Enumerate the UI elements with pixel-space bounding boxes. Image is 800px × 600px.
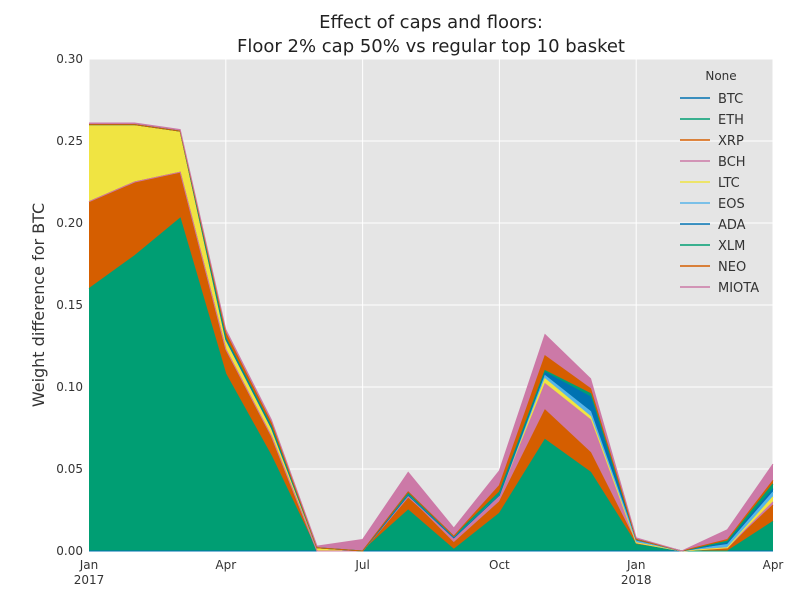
y-tick-label: 0.15	[56, 298, 83, 312]
area-eth	[89, 218, 773, 551]
line-eth	[88, 217, 774, 552]
legend: None BTC ETH XRP BCH LTC EOS ADA XLM NEO MIOTA	[680, 69, 759, 296]
line-neo	[89, 124, 774, 552]
y-tick-label: 0.10	[56, 380, 83, 394]
legend-label-xlm: XLM	[718, 239, 745, 254]
x-tick-label: Oct	[489, 558, 510, 572]
area-lines	[88, 122, 774, 552]
legend-label-ada: ADA	[718, 218, 746, 233]
area-xrp	[89, 172, 773, 551]
y-tick-label: 0.20	[56, 216, 83, 230]
x-tick-label: Jul	[354, 558, 369, 572]
y-tick-label: 0.25	[56, 134, 83, 148]
y-tick-label: 0.00	[56, 544, 83, 558]
legend-label-btc: BTC	[718, 92, 743, 107]
area-bch	[89, 172, 773, 551]
y-ticks: 0.00 0.05 0.10 0.15 0.20 0.25 0.30	[56, 52, 83, 558]
legend-label-neo: NEO	[718, 260, 746, 275]
x-tick-label: Jan	[626, 558, 646, 572]
area-ltc	[89, 124, 773, 551]
legend-label-ltc: LTC	[718, 176, 740, 191]
y-tick-label: 0.05	[56, 462, 83, 476]
legend-label-xrp: XRP	[718, 134, 744, 149]
legend-title: None	[705, 69, 736, 83]
x-tick-label: Jan	[79, 558, 99, 572]
x-tick-year-label: 2017	[74, 573, 105, 587]
x-tick-year-label: 2018	[621, 573, 652, 587]
legend-label-eth: ETH	[718, 113, 744, 128]
legend-label-eos: EOS	[718, 197, 745, 212]
chart-title-line-1: Effect of caps and floors:	[319, 12, 543, 33]
x-tick-label: Apr	[763, 558, 784, 572]
y-tick-label: 0.30	[56, 52, 83, 66]
legend-items: BTC ETH XRP BCH LTC EOS ADA XLM NEO MIOTA	[680, 92, 759, 296]
legend-label-bch: BCH	[718, 155, 746, 170]
legend-label-miota: MIOTA	[718, 281, 759, 296]
y-axis-label: Weight difference for BTC	[29, 203, 48, 407]
chart-title-line-2: Floor 2% cap 50% vs regular top 10 baske…	[237, 36, 625, 57]
line-miota	[89, 122, 774, 552]
x-tick-label: Apr	[215, 558, 236, 572]
